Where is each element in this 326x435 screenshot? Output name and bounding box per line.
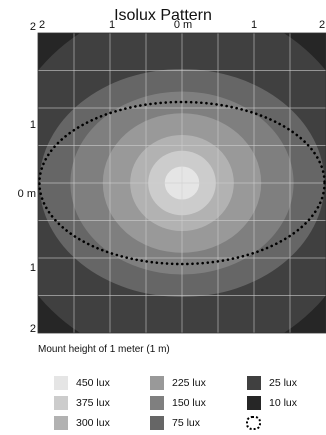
y-tick-label: 1 xyxy=(29,262,36,274)
legend-swatch xyxy=(150,396,164,410)
y-tick-label: 0 m xyxy=(17,188,36,200)
legend-label: 10 lux xyxy=(269,397,298,409)
legend-label: 450 lux xyxy=(76,377,110,389)
x-tick-label: 1 xyxy=(108,19,116,31)
chart-title: Isolux Pattern xyxy=(114,7,212,24)
legend-swatch xyxy=(54,416,68,430)
legend-swatch xyxy=(150,376,164,390)
x-tick-label: 2 xyxy=(318,19,326,31)
y-tick-label: 2 xyxy=(29,21,36,33)
x-tick-label: 0 m xyxy=(173,19,193,31)
legend-label: 225 lux xyxy=(172,377,206,389)
legend-label: 25 lux xyxy=(269,377,298,389)
x-tick-label: 2 xyxy=(39,19,46,31)
legend-label: 75 lux xyxy=(172,417,201,429)
legend-label: 375 lux xyxy=(76,397,110,409)
legend-label: 300 lux xyxy=(76,417,110,429)
legend-swatch xyxy=(247,396,261,410)
legend-swatch xyxy=(246,416,261,430)
legend-swatch xyxy=(150,416,164,430)
y-tick-label: 2 xyxy=(29,323,36,335)
y-tick-label: 1 xyxy=(29,119,36,131)
plot-frame xyxy=(37,32,326,334)
x-tick-label: 1 xyxy=(250,19,258,31)
legend-swatch xyxy=(54,376,68,390)
dotted-boundary xyxy=(38,100,326,266)
legend-swatch xyxy=(54,396,68,410)
legend-swatch xyxy=(247,376,261,390)
mount-height-caption: Mount height of 1 meter (1 m) xyxy=(38,344,170,355)
legend-label: 150 lux xyxy=(172,397,206,409)
